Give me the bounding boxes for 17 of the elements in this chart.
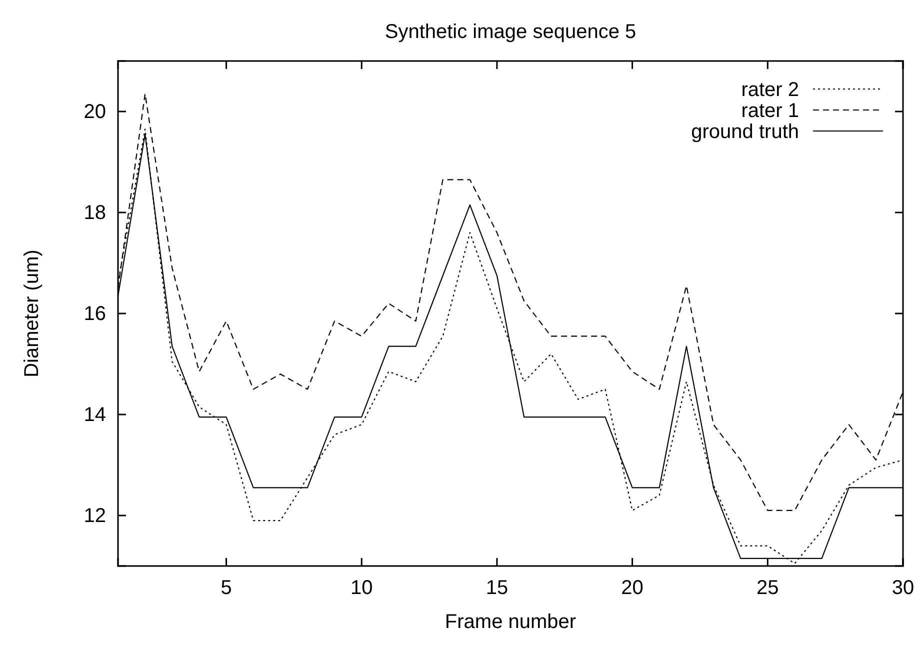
x-tick-label: 10: [350, 577, 373, 600]
legend-label: ground truth: [691, 121, 799, 143]
legend-label: rater 2: [741, 79, 799, 101]
x-tick-label: 20: [621, 577, 644, 600]
chart-title: Synthetic image sequence 5: [384, 21, 636, 43]
x-axis-title: Frame number: [444, 611, 576, 633]
y-tick-label: 12: [84, 504, 106, 527]
y-tick-label: 18: [84, 202, 106, 224]
legend-label: rater 1: [741, 100, 799, 122]
y-axis-title: Diameter (um): [21, 250, 43, 378]
x-tick-label: 5: [220, 577, 232, 600]
x-tick-label: 30: [892, 577, 914, 600]
x-tick-label: 25: [756, 577, 779, 600]
y-tick-label: 14: [84, 404, 106, 426]
y-tick-label: 16: [84, 302, 106, 325]
x-tick-label: 15: [486, 577, 508, 600]
y-tick-label: 20: [84, 100, 106, 123]
